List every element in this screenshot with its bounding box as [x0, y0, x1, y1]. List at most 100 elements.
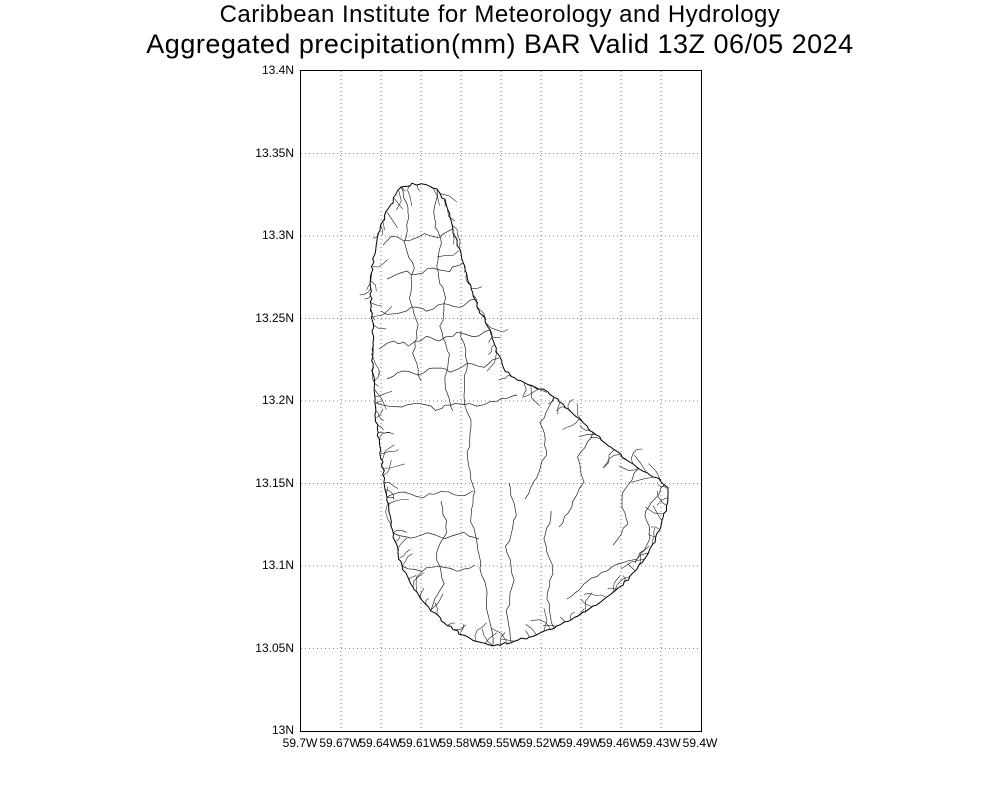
watershed-boundary-line: [400, 186, 422, 382]
coastal-gully-line: [648, 463, 662, 482]
coastal-gully-line: [622, 575, 626, 583]
watershed-boundary-line: [386, 262, 464, 280]
coastal-gully-line: [471, 286, 483, 289]
coastal-gully-line: [579, 424, 591, 431]
coastal-gully-line: [557, 401, 561, 415]
coastal-gully-line: [434, 602, 438, 616]
coastal-gully-line: [488, 336, 493, 343]
coastal-gully-line: [548, 396, 555, 404]
x-axis-tick-label: 59.52W: [519, 736, 561, 750]
y-axis-tick-label: 13N: [271, 723, 294, 737]
coastal-gully-line: [485, 322, 509, 333]
y-axis-tick-label: 13.05N: [255, 640, 294, 655]
coastal-gully-line: [479, 308, 486, 320]
coastal-gully-line: [498, 375, 512, 381]
coastal-gully-line: [473, 295, 478, 302]
coastal-gully-line: [486, 350, 498, 372]
coastal-gully-line: [530, 619, 551, 630]
coastal-gully-line: [371, 352, 380, 375]
coastal-gully-line: [489, 329, 502, 339]
coastal-gully-line: [430, 593, 444, 611]
coastal-gully-line: [626, 563, 636, 572]
watershed-boundary-line: [566, 552, 649, 600]
coastal-gully-line: [585, 592, 593, 612]
coastal-gully-line: [465, 273, 470, 285]
coastal-gully-line: [451, 224, 461, 248]
coastal-gully-line: [525, 630, 530, 638]
y-axis-tick-label: 13.2N: [261, 393, 294, 407]
coastal-gully-line: [385, 489, 395, 500]
coastal-gully-line: [579, 434, 597, 437]
barbados-watershed-map: [301, 71, 701, 731]
coastal-gully-line: [394, 198, 404, 210]
page-title: Caribbean Institute for Meteorology and …: [0, 1, 1000, 59]
coastal-gully-line: [364, 295, 372, 300]
coastal-gully-line: [386, 211, 398, 228]
map-plot-frame: [300, 70, 702, 732]
coastal-gully-line: [476, 302, 478, 310]
coastal-gully-line: [481, 628, 494, 647]
coastal-gully-line: [459, 624, 464, 635]
coastal-gully-line: [396, 190, 402, 211]
coastal-gully-line: [384, 482, 399, 489]
watershed-boundary-line: [558, 431, 594, 528]
coastal-gully-line: [437, 250, 460, 258]
coastal-gully-line: [645, 507, 665, 514]
coastal-gully-line: [453, 624, 467, 630]
coastal-gully-line: [631, 476, 655, 483]
watershed-boundary-line: [380, 298, 476, 315]
coastal-gully-line: [650, 526, 660, 530]
watershed-boundary-line: [524, 396, 555, 500]
coastal-gully-line: [371, 306, 393, 318]
coastal-gully-line: [415, 571, 422, 594]
title-product: Aggregated precipitation(mm) BAR Valid 1…: [146, 28, 854, 59]
coastal-gully-line: [639, 545, 650, 566]
coastal-gully-line: [499, 632, 506, 645]
coastal-gully-line: [382, 218, 385, 231]
coastal-gully-line: [490, 627, 508, 643]
watershed-boundary-line: [401, 564, 476, 572]
coastal-gully-line: [619, 455, 627, 460]
coastal-gully-line: [371, 367, 379, 387]
coastal-gully-line: [560, 616, 565, 624]
coastal-gully-line: [590, 436, 603, 441]
coastal-gully-line: [385, 504, 393, 526]
watershed-boundary-line: [543, 511, 555, 629]
x-axis-tick-label: 59.58W: [439, 736, 481, 750]
coastal-gully-line: [376, 408, 384, 419]
coastal-gully-line: [501, 638, 515, 642]
watershed-boundary-line: [612, 467, 640, 546]
coastal-gully-line: [618, 465, 640, 471]
watershed-boundary-line: [378, 329, 491, 350]
coastal-gully-line: [522, 388, 540, 398]
coastal-gully-line: [612, 575, 621, 593]
x-axis-tick-label: 59.4W: [682, 736, 718, 750]
coastal-gully-line: [614, 576, 631, 592]
watershed-boundary-line: [382, 228, 454, 246]
coastal-gully-line: [603, 449, 615, 468]
watershed-boundary-line: [433, 189, 454, 412]
y-axis-tick-label: 13.15N: [255, 475, 294, 490]
coastal-gully-line: [452, 233, 455, 245]
coastal-gully-line: [372, 323, 387, 330]
coastal-gully-line: [474, 622, 487, 643]
coastal-gully-line: [419, 588, 425, 599]
coastal-gully-line: [382, 463, 405, 469]
coastal-gully-line: [417, 184, 420, 192]
coastal-gully-line: [377, 431, 391, 434]
watershed-boundary-line: [634, 483, 666, 564]
coastal-gully-line: [580, 598, 594, 608]
watershed-boundary-line: [392, 532, 480, 540]
coastal-gully-line: [378, 431, 395, 440]
coastal-gully-line: [630, 448, 643, 464]
coastal-gully-line: [570, 612, 575, 620]
coastal-gully-line: [481, 315, 487, 321]
coastal-gully-line: [528, 385, 547, 393]
coastal-gully-line: [576, 403, 585, 425]
coastal-gully-line: [372, 233, 380, 239]
coastal-gully-line: [562, 418, 580, 430]
x-axis-tick-label: 59.7W: [282, 736, 318, 750]
coastal-gully-line: [567, 398, 574, 414]
coastal-gully-line: [371, 309, 376, 321]
coastal-gully-line: [651, 528, 656, 546]
